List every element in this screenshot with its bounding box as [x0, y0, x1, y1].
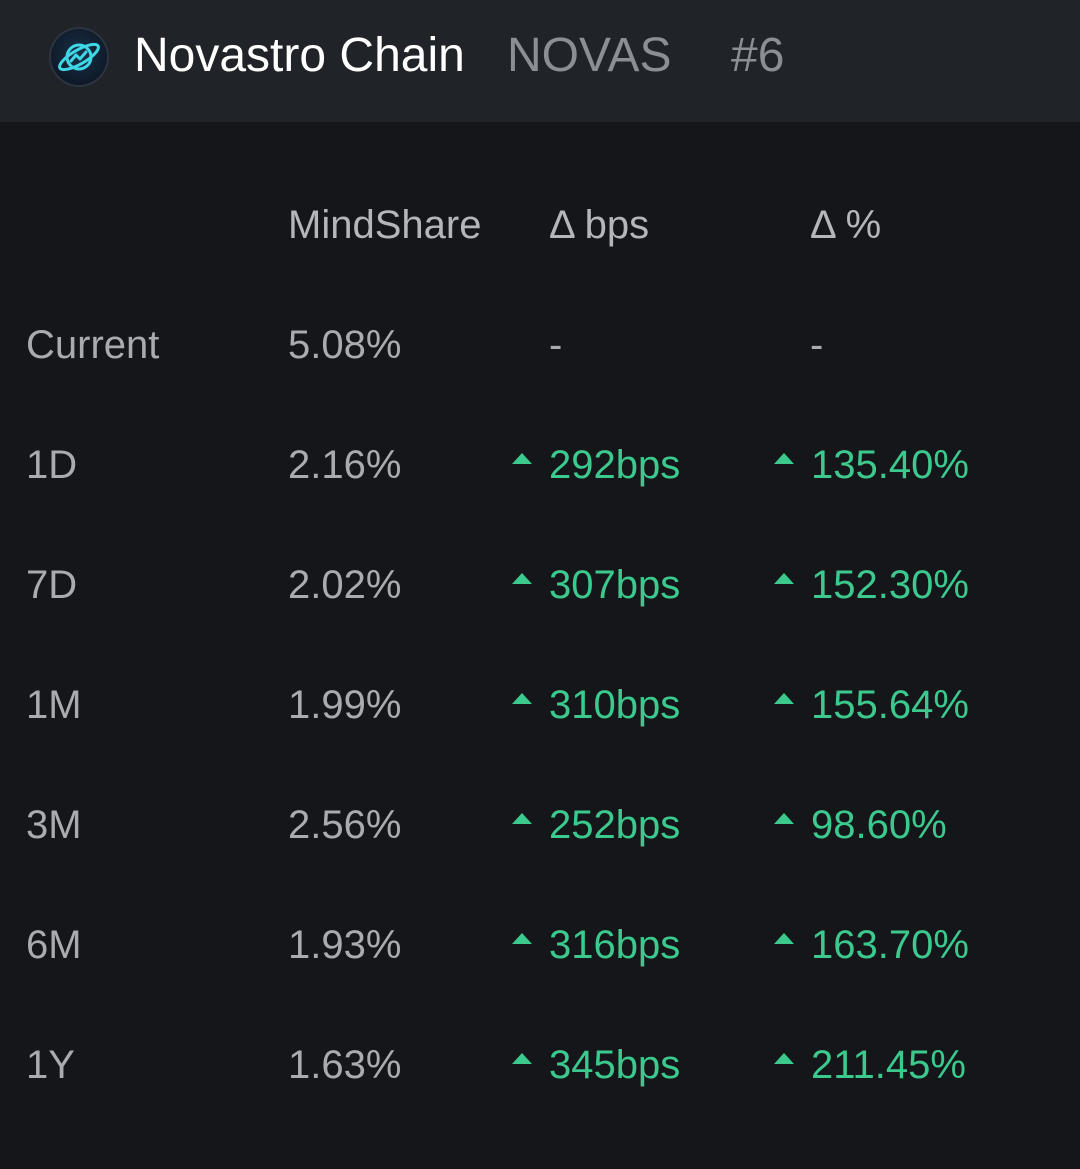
delta-pct-value: 155.64%: [811, 683, 969, 727]
mindshare-value: 1.99%: [288, 683, 402, 727]
period-label: 6M: [26, 923, 82, 967]
column-header-mindshare: MindShare: [288, 203, 482, 247]
delta-bps-value: 316bps: [549, 923, 681, 967]
table-row-6m: 6M 1.93% 316bps 163.70%: [0, 915, 1080, 975]
up-arrow-icon: [774, 453, 794, 464]
delta-bps-value: 252bps: [549, 803, 681, 847]
up-arrow-icon: [512, 453, 532, 464]
period-label: 3M: [26, 803, 82, 847]
token-rank: #6: [731, 29, 785, 82]
mindshare-value: 2.16%: [288, 443, 402, 487]
period-label: Current: [26, 323, 160, 367]
up-arrow-icon: [512, 693, 532, 704]
up-arrow-icon: [774, 933, 794, 944]
delta-pct-value: 135.40%: [811, 443, 969, 487]
delta-bps-value: 310bps: [549, 683, 681, 727]
table-row-1y: 1Y 1.63% 345bps 211.45%: [0, 1035, 1080, 1095]
mindshare-value: 1.93%: [288, 923, 402, 967]
token-header: Novastro Chain NOVAS #6: [0, 0, 1080, 122]
delta-pct-value: -: [810, 323, 824, 367]
token-ticker: NOVAS: [507, 29, 672, 82]
token-name: Novastro Chain: [134, 29, 465, 82]
up-arrow-icon: [774, 693, 794, 704]
period-label: 7D: [26, 563, 78, 607]
up-arrow-icon: [774, 1053, 794, 1064]
mindshare-value: 2.02%: [288, 563, 402, 607]
delta-bps-value: 345bps: [549, 1043, 681, 1087]
up-arrow-icon: [774, 573, 794, 584]
delta-pct-value: 211.45%: [811, 1043, 966, 1087]
delta-bps-value: -: [549, 323, 563, 367]
up-arrow-icon: [512, 1053, 532, 1064]
delta-bps-value: 307bps: [549, 563, 681, 607]
table-row-current: Current 5.08% - -: [0, 315, 1080, 375]
table-row-1m: 1M 1.99% 310bps 155.64%: [0, 675, 1080, 735]
period-label: 1M: [26, 683, 82, 727]
mindshare-value: 5.08%: [288, 323, 402, 367]
delta-bps-value: 292bps: [549, 443, 681, 487]
up-arrow-icon: [512, 813, 532, 824]
delta-pct-value: 163.70%: [811, 923, 969, 967]
mindshare-value: 2.56%: [288, 803, 402, 847]
period-label: 1D: [26, 443, 78, 487]
table-row-1d: 1D 2.16% 292bps 135.40%: [0, 435, 1080, 495]
table-row-3m: 3M 2.56% 252bps 98.60%: [0, 795, 1080, 855]
delta-pct-value: 98.60%: [811, 803, 947, 847]
mindshare-value: 1.63%: [288, 1043, 402, 1087]
period-label: 1Y: [26, 1043, 75, 1087]
table-row-7d: 7D 2.02% 307bps 152.30%: [0, 555, 1080, 615]
column-header-delta-bps: Δ bps: [549, 203, 650, 247]
delta-pct-value: 152.30%: [811, 563, 969, 607]
up-arrow-icon: [774, 813, 794, 824]
column-header-delta-pct: Δ %: [810, 203, 882, 247]
up-arrow-icon: [512, 573, 532, 584]
up-arrow-icon: [512, 933, 532, 944]
planet-ring-icon: [49, 27, 109, 87]
